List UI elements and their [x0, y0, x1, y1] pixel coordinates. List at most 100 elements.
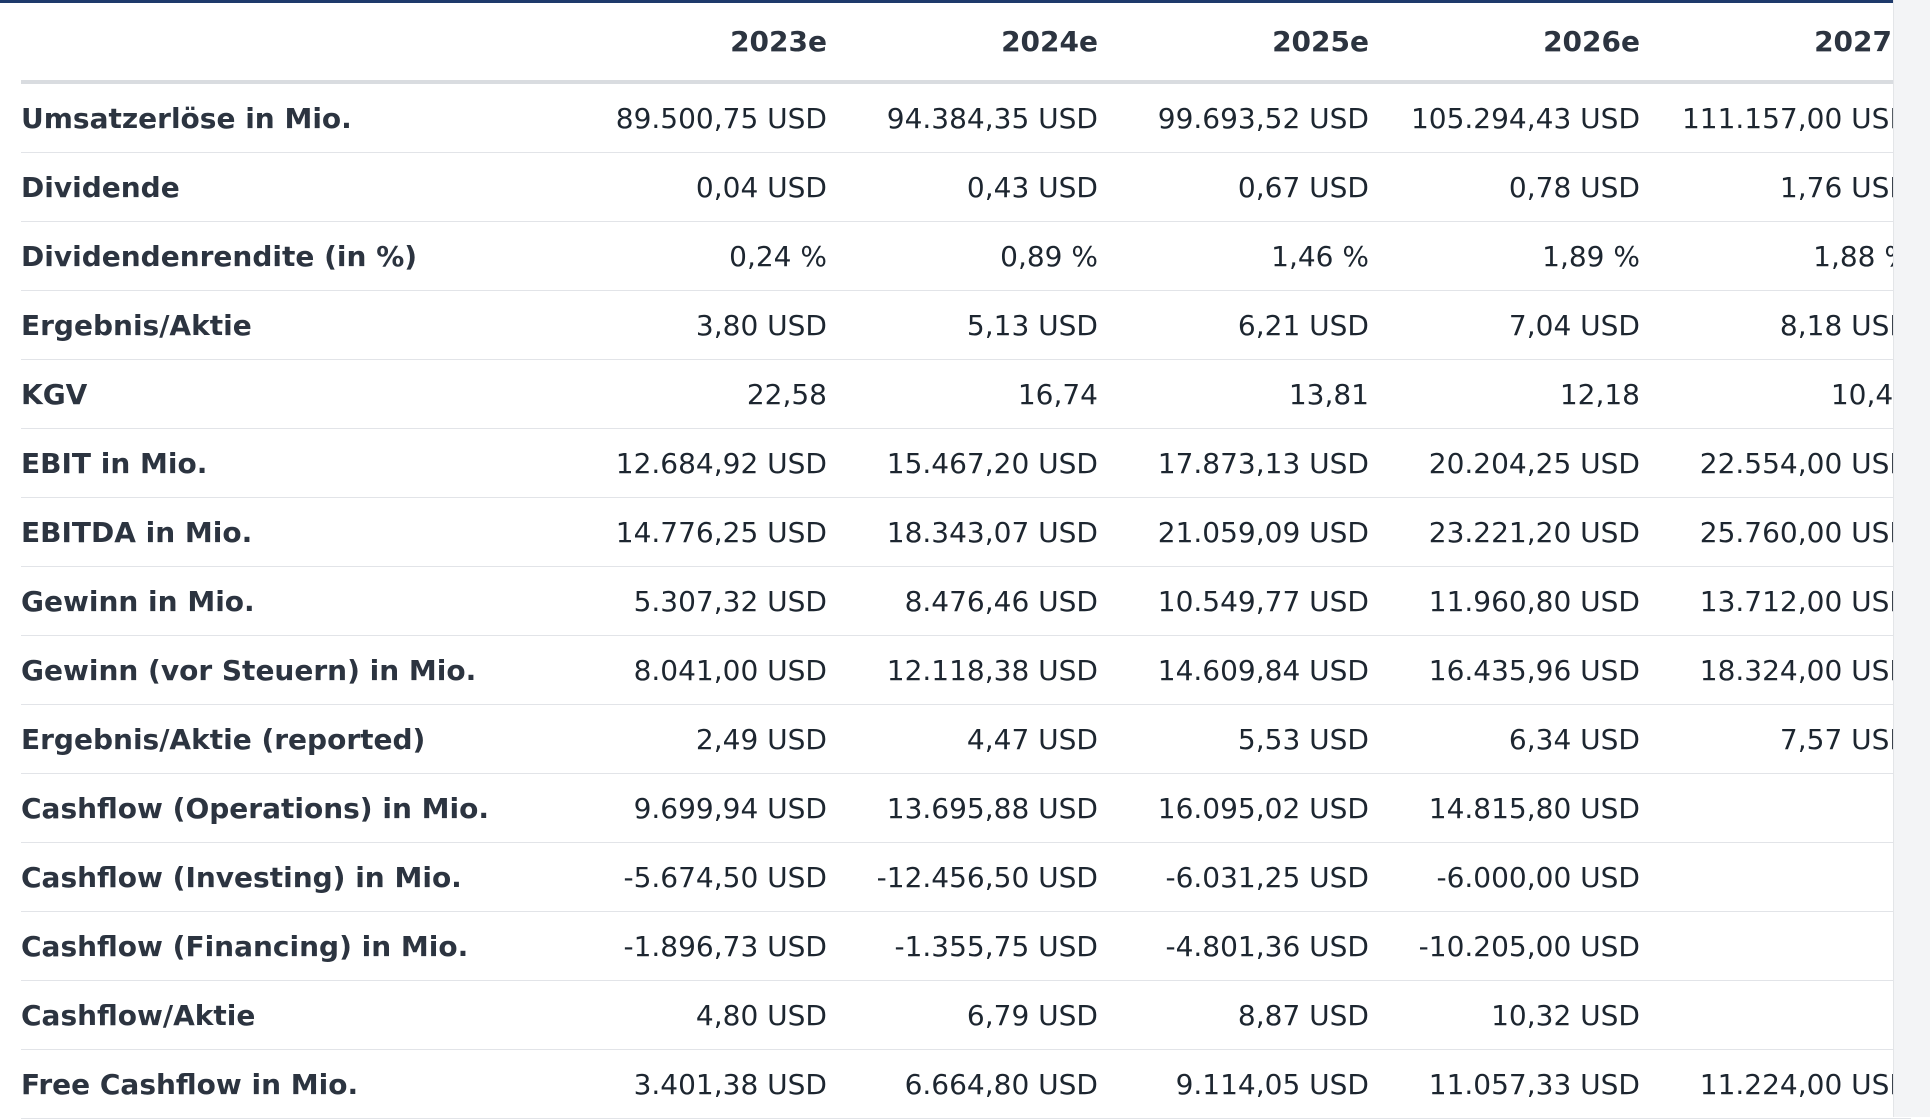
- table-cell-value: 10.549,77 USD: [1098, 566, 1369, 636]
- table-cell-value: 3,80 USD: [556, 290, 827, 360]
- table-cell-value: 0,43 USD: [827, 152, 1098, 222]
- table-cell-value: 12.684,92 USD: [556, 428, 827, 498]
- table-cell-value: 94.384,35 USD: [827, 82, 1098, 153]
- table-cell-value: 8,87 USD: [1098, 980, 1369, 1050]
- table-cell-value: 2,49 USD: [556, 704, 827, 774]
- table-cell-value: 22,58: [556, 359, 827, 429]
- table-cell-value: 12.118,38 USD: [827, 635, 1098, 705]
- table-cell-value: 5,53 USD: [1098, 704, 1369, 774]
- table-cell-value: -: [1640, 842, 1911, 912]
- table-cell-value: 14.776,25 USD: [556, 497, 827, 567]
- table-row: Dividende 0,04 USD 0,43 USD 0,67 USD 0,78 US…: [21, 152, 1911, 222]
- table-cell-value: 6.664,80 USD: [827, 1049, 1098, 1119]
- row-label: Free Cashflow in Mio.: [21, 1049, 556, 1119]
- top-accent-bar: [0, 0, 1930, 3]
- table-row: KGV 22,58 16,74 13,81 12,18 10,49: [21, 359, 1911, 429]
- table-cell-value: 7,04 USD: [1369, 290, 1640, 360]
- table-cell-value: 3.401,38 USD: [556, 1049, 827, 1119]
- table-cell-value: -: [1640, 911, 1911, 981]
- table-cell-value: 10,49: [1640, 359, 1911, 429]
- table-cell-value: 14.815,80 USD: [1369, 773, 1640, 843]
- column-header-year: 2024e: [827, 3, 1098, 84]
- table-cell-value: -12.456,50 USD: [827, 842, 1098, 912]
- row-label: EBIT in Mio.: [21, 428, 556, 498]
- table-cell-value: 20.204,25 USD: [1369, 428, 1640, 498]
- estimates-table: 2023e 2024e 2025e 2026e 2027e Umsatzerlöse i…: [21, 3, 1911, 1119]
- row-label: Cashflow (Financing) in Mio.: [21, 911, 556, 981]
- scrollbar[interactable]: [1893, 0, 1930, 1117]
- table-cell-value: 4,80 USD: [556, 980, 827, 1050]
- table-cell-value: 5,13 USD: [827, 290, 1098, 360]
- row-label: Cashflow/Aktie: [21, 980, 556, 1050]
- header-label-column: [21, 3, 556, 84]
- table-row: Ergebnis/Aktie (reported) 2,49 USD 4,47 US…: [21, 704, 1911, 774]
- table-cell-value: 11.057,33 USD: [1369, 1049, 1640, 1119]
- table-cell-value: 7,57 USD: [1640, 704, 1911, 774]
- table-row: EBITDA in Mio. 14.776,25 USD 18.343,07 USD…: [21, 497, 1911, 567]
- table-cell-value: 18.343,07 USD: [827, 497, 1098, 567]
- table-row: Cashflow (Financing) in Mio. -1.896,73 US…: [21, 911, 1911, 981]
- table-cell-value: -6.031,25 USD: [1098, 842, 1369, 912]
- table-cell-value: -10.205,00 USD: [1369, 911, 1640, 981]
- table-cell-value: 0,04 USD: [556, 152, 827, 222]
- column-header-year: 2027e: [1640, 3, 1911, 84]
- table-cell-value: 1,46 %: [1098, 221, 1369, 291]
- row-label: Gewinn (vor Steuern) in Mio.: [21, 635, 556, 705]
- table-cell-value: 11.960,80 USD: [1369, 566, 1640, 636]
- column-header-year: 2025e: [1098, 3, 1369, 84]
- column-header-year: 2026e: [1369, 3, 1640, 84]
- table-cell-value: 111.157,00 USD: [1640, 82, 1911, 153]
- table-cell-value: 6,79 USD: [827, 980, 1098, 1050]
- table-row: Dividendenrendite (in %) 0,24 % 0,89 % 1,46…: [21, 221, 1911, 291]
- table-cell-value: 25.760,00 USD: [1640, 497, 1911, 567]
- table-cell-value: 89.500,75 USD: [556, 82, 827, 153]
- table-row: Gewinn (vor Steuern) in Mio. 8.041,00 USD…: [21, 635, 1911, 705]
- table-cell-value: 0,78 USD: [1369, 152, 1640, 222]
- row-label: Cashflow (Operations) in Mio.: [21, 773, 556, 843]
- table-cell-value: 12,18: [1369, 359, 1640, 429]
- table-row: Ergebnis/Aktie 3,80 USD 5,13 USD 6,21 USD 7,…: [21, 290, 1911, 360]
- table-cell-value: 6,21 USD: [1098, 290, 1369, 360]
- table-cell-value: 0,24 %: [556, 221, 827, 291]
- row-label: Ergebnis/Aktie (reported): [21, 704, 556, 774]
- row-label: Cashflow (Investing) in Mio.: [21, 842, 556, 912]
- table-cell-value: -1.355,75 USD: [827, 911, 1098, 981]
- table-header: 2023e 2024e 2025e 2026e 2027e: [21, 3, 1911, 84]
- row-label: Umsatzerlöse in Mio.: [21, 82, 556, 153]
- table-row: Gewinn in Mio. 5.307,32 USD 8.476,46 USD 10…: [21, 566, 1911, 636]
- table-cell-value: 99.693,52 USD: [1098, 82, 1369, 153]
- table-cell-value: 4,47 USD: [827, 704, 1098, 774]
- table-cell-value: 16,74: [827, 359, 1098, 429]
- table-cell-value: 105.294,43 USD: [1369, 82, 1640, 153]
- row-label: Ergebnis/Aktie: [21, 290, 556, 360]
- table-cell-value: 23.221,20 USD: [1369, 497, 1640, 567]
- table-cell-value: 1,88 %: [1640, 221, 1911, 291]
- column-header-year: 2023e: [556, 3, 827, 84]
- table-cell-value: 0,67 USD: [1098, 152, 1369, 222]
- table-row: Cashflow (Operations) in Mio. 9.699,94 US…: [21, 773, 1911, 843]
- table-cell-value: 0,89 %: [827, 221, 1098, 291]
- table-cell-value: 16.095,02 USD: [1098, 773, 1369, 843]
- table-body: Umsatzerlöse in Mio. 89.500,75 USD 94.384,…: [21, 82, 1911, 1119]
- table-cell-value: 22.554,00 USD: [1640, 428, 1911, 498]
- table-cell-value: 9.114,05 USD: [1098, 1049, 1369, 1119]
- table-cell-value: 13.695,88 USD: [827, 773, 1098, 843]
- table-cell-value: 17.873,13 USD: [1098, 428, 1369, 498]
- table-row: EBIT in Mio. 12.684,92 USD 15.467,20 USD 17…: [21, 428, 1911, 498]
- table-cell-value: 10,32 USD: [1369, 980, 1640, 1050]
- table-cell-value: 13,81: [1098, 359, 1369, 429]
- table-cell-value: 16.435,96 USD: [1369, 635, 1640, 705]
- table-cell-value: -5.674,50 USD: [556, 842, 827, 912]
- table-cell-value: 1,89 %: [1369, 221, 1640, 291]
- table-cell-value: 13.712,00 USD: [1640, 566, 1911, 636]
- table-row: Cashflow (Investing) in Mio. -5.674,50 US…: [21, 842, 1911, 912]
- table-row: Umsatzerlöse in Mio. 89.500,75 USD 94.384,…: [21, 82, 1911, 153]
- table-cell-value: 8.041,00 USD: [556, 635, 827, 705]
- row-label: Dividende: [21, 152, 556, 222]
- table-cell-value: 8.476,46 USD: [827, 566, 1098, 636]
- table-cell-value: 5.307,32 USD: [556, 566, 827, 636]
- table-cell-value: 21.059,09 USD: [1098, 497, 1369, 567]
- table-cell-value: 9.699,94 USD: [556, 773, 827, 843]
- header-row: 2023e 2024e 2025e 2026e 2027e: [21, 3, 1911, 84]
